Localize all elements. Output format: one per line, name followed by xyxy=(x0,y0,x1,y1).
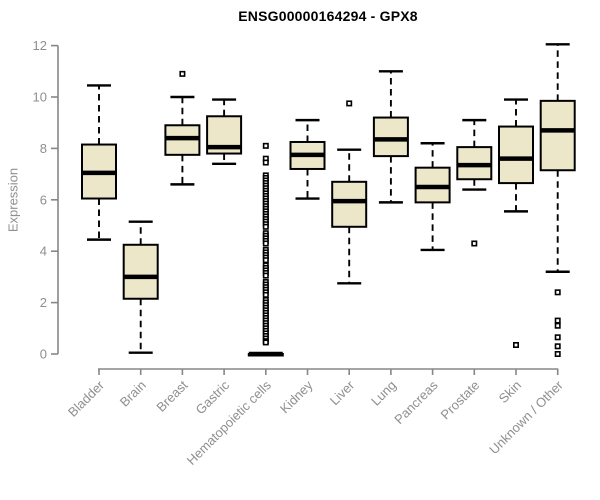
box xyxy=(122,243,159,300)
x-category-label: Lung xyxy=(368,378,399,409)
chart-title: ENSG00000164294 - GPX8 xyxy=(238,8,418,24)
x-category-label: Gastric xyxy=(193,377,233,417)
x-category-label: Pancreas xyxy=(391,377,441,427)
boxplot-brain xyxy=(122,220,159,354)
x-category-label: Brain xyxy=(117,378,149,410)
boxplot-hematopoietic-cells xyxy=(247,142,284,357)
boxplot-liver xyxy=(331,100,368,285)
y-tick-label: 4 xyxy=(40,244,47,259)
boxplot-pancreas xyxy=(414,142,451,252)
outlier-point xyxy=(262,339,269,346)
outlier-point xyxy=(554,317,561,324)
box xyxy=(372,116,409,158)
y-tick-label: 2 xyxy=(40,295,47,310)
outlier-point xyxy=(512,342,519,349)
outlier-point xyxy=(262,142,269,149)
outlier-point xyxy=(471,240,478,247)
boxplot-gastric xyxy=(206,98,243,166)
boxplot-breast xyxy=(164,70,201,186)
box xyxy=(539,99,576,172)
x-category-label: Kidney xyxy=(277,377,316,416)
outlier-point xyxy=(262,257,269,264)
x-category-label: Unknown / Other xyxy=(486,377,566,457)
y-tick-label: 0 xyxy=(40,347,47,362)
x-category-label: Liver xyxy=(327,377,358,408)
outlier-point xyxy=(554,322,561,329)
x-category-label: Bladder xyxy=(65,377,108,420)
outlier-point xyxy=(262,240,269,247)
y-tick-label: 8 xyxy=(40,141,47,156)
box xyxy=(331,180,368,228)
outlier-point xyxy=(554,334,561,341)
outlier-point xyxy=(262,272,269,279)
y-tick-label: 6 xyxy=(40,192,47,207)
outlier-point xyxy=(179,70,186,77)
outlier-point xyxy=(262,223,269,230)
outlier-point xyxy=(554,289,561,296)
y-axis: 0 2 4 6 8 10 12 xyxy=(33,38,59,362)
x-category-label: Skin xyxy=(496,378,524,406)
x-category-label: Prostate xyxy=(438,378,483,423)
outlier-point xyxy=(554,343,561,350)
boxplot-unknown-other xyxy=(539,43,576,357)
boxplot-skin xyxy=(498,98,534,349)
outlier-point xyxy=(262,159,269,166)
boxplot-prostate xyxy=(456,118,493,247)
boxplot-lung xyxy=(372,70,409,204)
outlier-point xyxy=(554,350,561,357)
outlier-point xyxy=(346,100,353,107)
box xyxy=(498,125,534,185)
y-tick-label: 10 xyxy=(33,90,47,105)
boxplot-kidney xyxy=(289,118,326,200)
x-category-label: Breast xyxy=(153,377,190,414)
outlier-point xyxy=(262,291,269,298)
boxplot-bladder xyxy=(81,84,117,241)
y-tick-label: 12 xyxy=(33,38,47,53)
